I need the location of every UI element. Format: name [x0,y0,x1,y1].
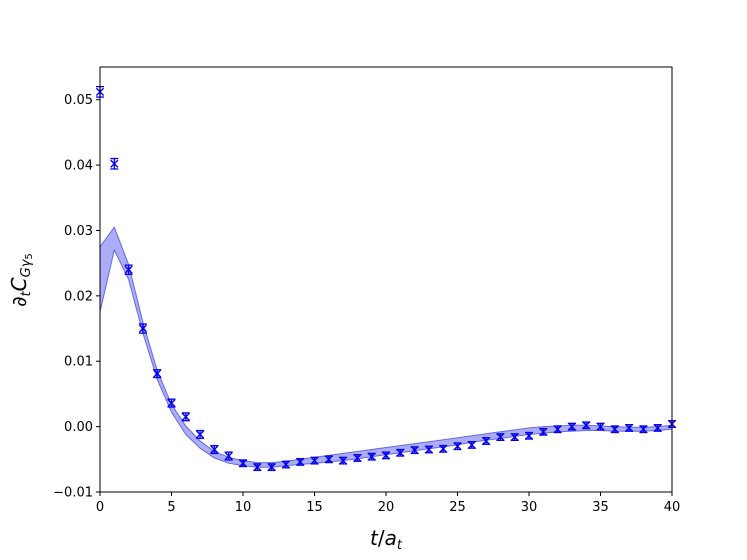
data-point [524,431,534,440]
y-tick-label: 0.04 [64,159,93,174]
y-axis-label: ∂tCGγ5 [7,253,35,307]
y-tick-label: 0.00 [64,420,93,435]
x-axis-label: t/at [370,526,403,553]
data-point [124,264,133,275]
data-point [253,463,262,472]
data-point [424,445,433,454]
data-points-layer [95,85,677,472]
data-point [510,432,519,442]
data-point [639,425,648,434]
fit-band-layer [99,226,673,468]
data-point [539,427,548,436]
data-point [439,444,448,453]
y-tick-label: 0.05 [64,93,93,108]
data-point [467,440,476,450]
data-point [410,446,419,455]
data-point [653,423,662,433]
x-tick-label: 10 [235,500,252,515]
data-point [582,421,591,430]
data-point [610,425,619,434]
data-point [324,455,333,464]
data-point [181,412,190,422]
y-tick-label: −0.01 [53,486,93,501]
data-point [353,453,362,463]
x-tick-label: 15 [306,500,323,515]
data-point [367,452,376,461]
x-tick-label: 30 [521,500,538,515]
data-point [196,429,205,440]
data-point [567,422,576,431]
x-tick-label: 5 [167,500,175,515]
data-point [453,442,462,451]
data-point [238,459,248,468]
y-tick-label: 0.01 [64,355,93,370]
data-point [596,422,605,431]
data-point [138,323,147,334]
data-point [224,451,233,461]
data-point [482,436,491,446]
data-point [210,444,219,455]
y-tick-label: 0.02 [64,289,93,304]
data-point [167,398,176,408]
data-point [310,456,319,465]
x-tick-label: 0 [96,500,104,515]
data-point [381,451,391,460]
fit-band [99,226,673,468]
data-point [339,456,348,465]
x-axis: 0 5 10 15 20 25 30 35 40 [96,492,680,515]
data-point [153,369,162,379]
y-axis: −0.01 0.00 0.01 0.02 0.03 0.04 0.05 [53,93,100,501]
x-tick-label: 20 [378,500,395,515]
data-point [281,460,290,469]
data-point [625,423,634,433]
data-point [396,448,405,457]
data-point [110,157,119,170]
data-point [267,463,276,472]
y-tick-label: 0.03 [64,224,93,239]
data-point [553,425,562,434]
x-tick-label: 40 [664,500,681,515]
data-point [496,432,505,442]
x-tick-label: 35 [592,500,609,515]
x-tick-label: 25 [449,500,466,515]
data-point [296,457,305,467]
